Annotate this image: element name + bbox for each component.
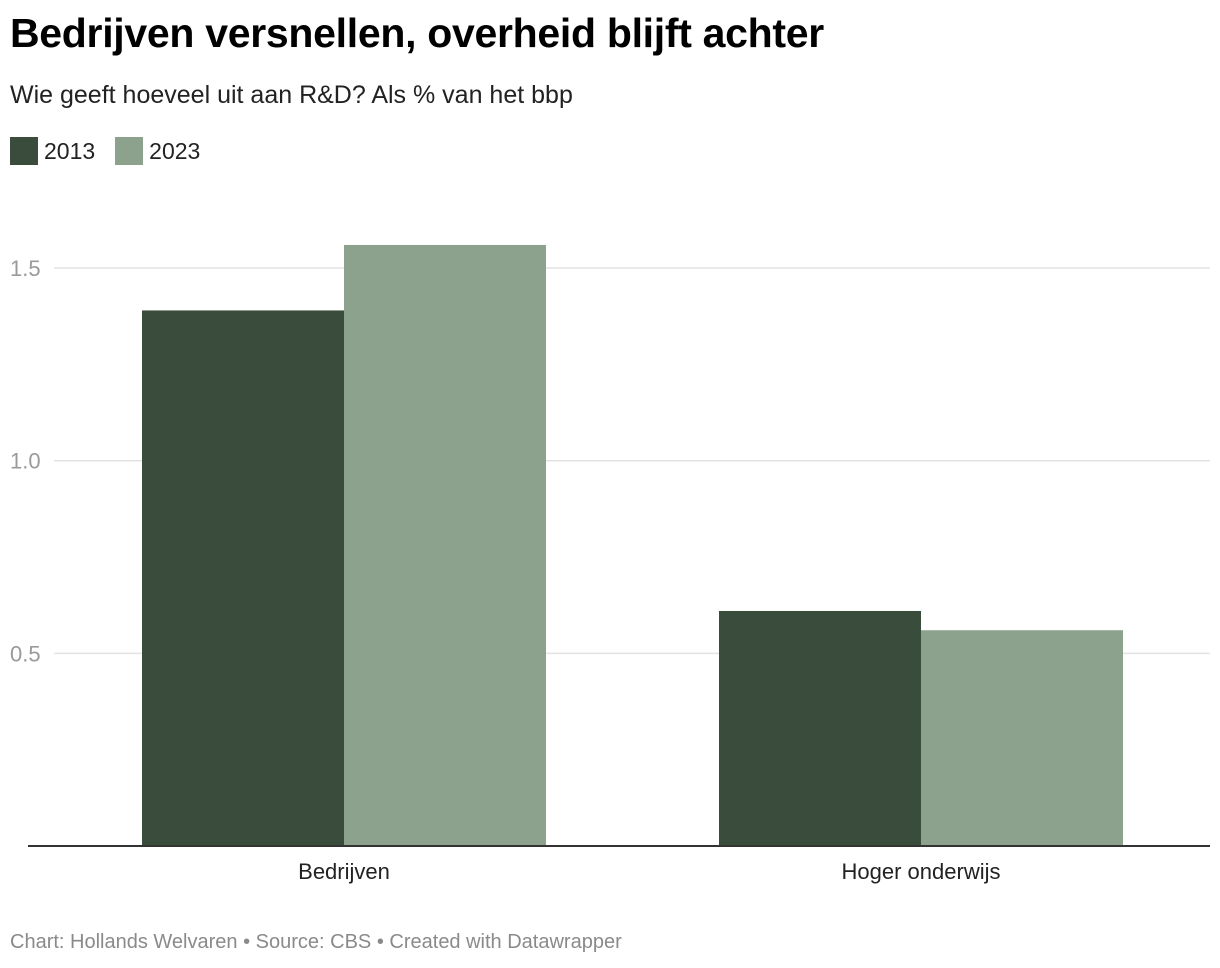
footer-source: Source: CBS bbox=[255, 931, 372, 953]
x-category-label: Hoger onderwijs bbox=[842, 859, 1001, 884]
y-tick-label: 1.0 bbox=[10, 449, 41, 474]
legend-label-2023: 2023 bbox=[149, 137, 201, 164]
footer-chart-credit: Chart: Hollands Welvaren bbox=[10, 931, 238, 953]
x-category-label: Bedrijven bbox=[298, 859, 390, 884]
bar-2013 bbox=[142, 310, 344, 847]
footer-separator: • bbox=[376, 931, 384, 953]
bar-2023 bbox=[344, 244, 546, 846]
chart-footer: Chart: Hollands Welvaren • Source: CBS •… bbox=[10, 931, 622, 954]
y-tick-label: 0.5 bbox=[10, 641, 41, 666]
chart-title: Bedrijven versnellen, overheid blijft ac… bbox=[10, 10, 824, 56]
bar-2023 bbox=[921, 630, 1123, 846]
legend-item-2013: 2013 bbox=[10, 137, 95, 165]
legend: 2013 2023 bbox=[10, 137, 200, 165]
footer-separator: • bbox=[243, 931, 251, 953]
footer-created-with: Created with Datawrapper bbox=[389, 931, 622, 953]
y-tick-label: 1.5 bbox=[10, 256, 41, 281]
chart-subtitle: Wie geeft hoeveel uit aan R&D? Als % van… bbox=[10, 81, 573, 109]
legend-swatch-2013 bbox=[10, 137, 38, 165]
bar-2013 bbox=[719, 610, 921, 846]
legend-item-2023: 2023 bbox=[115, 137, 200, 165]
legend-label-2013: 2013 bbox=[44, 137, 96, 164]
legend-swatch-2023 bbox=[115, 137, 144, 165]
